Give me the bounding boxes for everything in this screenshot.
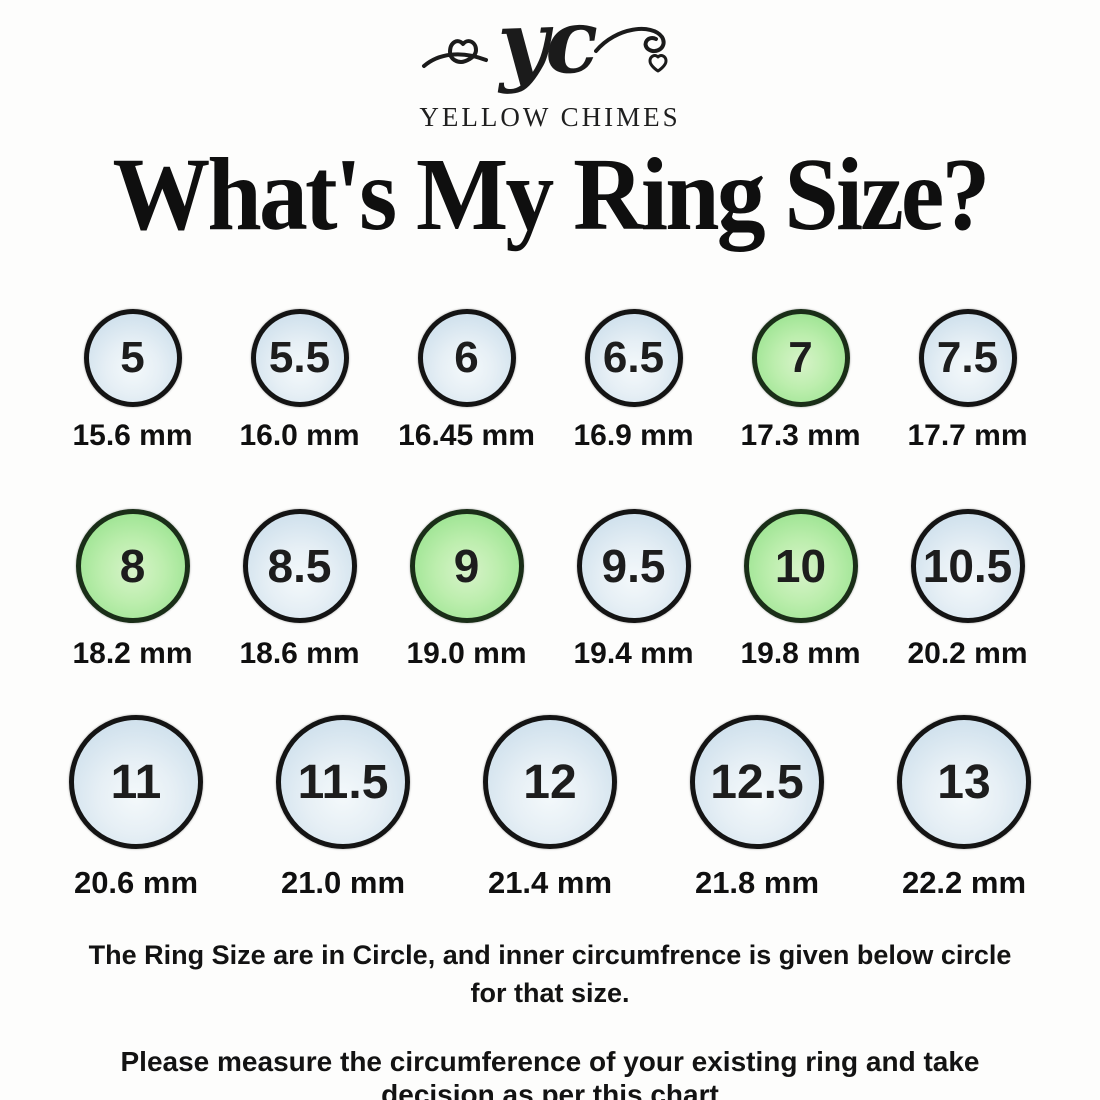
ring-size-number: 6 [454,333,479,382]
ring-size-number: 5.5 [268,333,331,382]
ring-size-number: 11 [110,755,162,809]
note-measure-instruction: Please measure the circumference of your… [120,1045,980,1100]
ring-size-number: 11.5 [297,755,389,809]
ring-circle: 8 [75,509,190,623]
ring-circle: 12 [483,715,617,849]
brand-monogram-text: yc [495,0,596,97]
ring-size-number: 6.5 [602,333,665,382]
ring-size-cell: 6 16.45 mm [383,309,550,453]
ring-size-cell: 6.5 16.9 mm [550,309,717,453]
page-title: What's My Ring Size? [112,137,990,252]
ring-size-number: 5 [120,333,145,382]
ring-circle: 5.5 [250,309,349,407]
ring-row-3: 11 20.6 mm 11.5 21.0 mm 12 21.4 mm 12.5 … [0,715,1100,901]
ring-circle: 12.5 [690,715,824,849]
ring-circumference-label: 19.0 mm [406,637,527,670]
ring-size-cell: 13 22.2 mm [861,715,1068,901]
heart-swash-left-icon [421,39,488,68]
ring-size-number: 9.5 [601,540,666,592]
ring-circumference-label: 21.8 mm [694,865,820,900]
ring-circumference-label: 21.0 mm [280,865,406,900]
ring-circumference-label: 19.8 mm [740,637,861,670]
ring-size-number: 12.5 [710,755,804,809]
ring-size-cell: 11 20.6 mm [33,715,240,901]
ring-size-number: 7.5 [936,333,999,382]
note-circle-explanation: The Ring Size are in Circle, and inner c… [88,940,1012,1008]
ring-size-cell: 11.5 21.0 mm [240,715,447,901]
swirl-heart-right-icon [594,26,668,73]
ring-row-2: 8 18.2 mm 8.5 18.6 mm 9 19.0 mm 9.5 19.4… [0,509,1100,671]
ring-circle: 5 [83,309,182,407]
ring-circumference-label: 17.7 mm [907,419,1028,452]
ring-circle: 9 [409,509,524,623]
ring-circumference-label: 19.4 mm [573,637,694,670]
ring-size-number: 9 [453,540,480,592]
ring-circumference-label: 16.9 mm [573,419,694,452]
ring-size-number: 13 [937,755,991,809]
ring-row-1: 5 15.6 mm 5.5 16.0 mm 6 16.45 mm 6.5 16.… [0,309,1100,453]
ring-circumference-label: 16.45 mm [398,419,535,452]
ring-size-cell: 9 19.0 mm [383,509,550,671]
brand-logo: yc YELLOW CHIMES [0,0,1100,133]
ring-circumference-label: 17.3 mm [740,419,861,452]
ring-size-cell: 10 19.8 mm [717,509,884,671]
ring-size-cell: 12.5 21.8 mm [654,715,861,901]
ring-size-cell: 7 17.3 mm [717,309,884,453]
ring-circumference-label: 18.6 mm [239,637,360,670]
ring-circle: 7.5 [918,309,1017,407]
ring-circle: 7 [751,309,850,407]
ring-circle: 9.5 [576,509,691,623]
ring-circle: 6 [417,309,516,407]
ring-size-number: 8 [119,540,146,592]
ring-circle: 11.5 [276,715,410,849]
ring-size-cell: 12 21.4 mm [447,715,654,901]
ring-size-cell: 8.5 18.6 mm [216,509,383,671]
ring-circumference-label: 15.6 mm [72,419,193,452]
brand-monogram: yc [0,0,1100,100]
ring-size-cell: 5.5 16.0 mm [216,309,383,453]
ring-size-cell: 10.5 20.2 mm [884,509,1051,671]
ring-circumference-label: 18.2 mm [72,637,193,670]
ring-circumference-label: 21.4 mm [487,865,613,900]
ring-circumference-label: 22.2 mm [901,865,1027,900]
ring-circumference-label: 16.0 mm [239,419,360,452]
ring-circle: 11 [69,715,203,849]
ring-circle: 10 [743,509,858,623]
ring-size-number: 8.5 [267,540,332,592]
ring-size-number: 10.5 [922,540,1013,592]
ring-size-number: 12 [523,755,577,809]
ring-size-cell: 9.5 19.4 mm [550,509,717,671]
ring-circle: 10.5 [910,509,1025,623]
ring-size-number: 10 [774,540,827,592]
ring-size-cell: 8 18.2 mm [49,509,216,671]
ring-size-cell: 7.5 17.7 mm [884,309,1051,453]
ring-size-cell: 5 15.6 mm [49,309,216,453]
ring-circle: 8.5 [242,509,357,623]
brand-name: YELLOW CHIMES [419,102,681,132]
ring-circumference-label: 20.6 mm [73,865,199,900]
ring-circumference-label: 20.2 mm [907,637,1028,670]
ring-circle: 13 [897,715,1031,849]
ring-circle: 6.5 [584,309,683,407]
ring-size-number: 7 [788,333,813,382]
